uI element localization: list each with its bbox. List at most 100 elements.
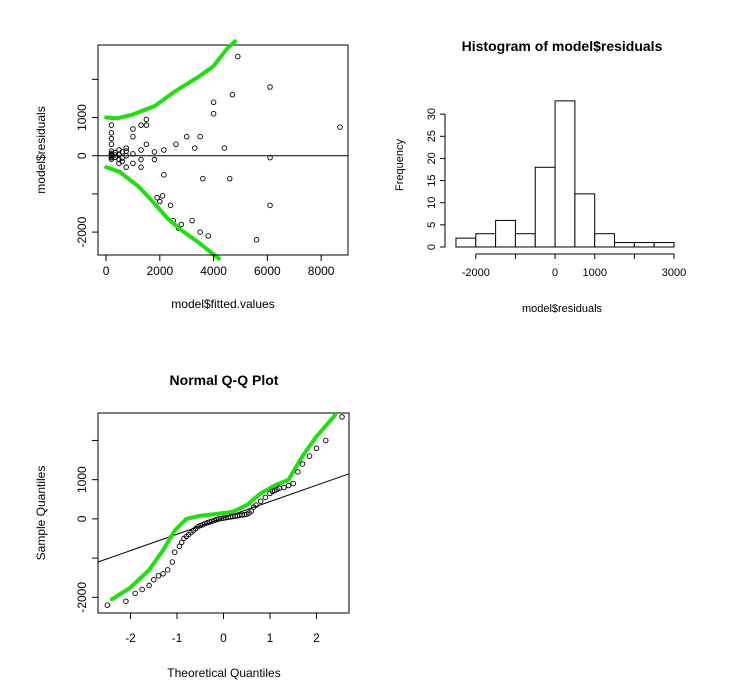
p1-point	[205, 233, 211, 239]
p3-x-axis: -2 -1 0 1 2	[125, 612, 320, 645]
p3-point	[160, 571, 166, 577]
p3-point	[306, 453, 313, 459]
p2-y-tick-label: 20	[426, 152, 438, 164]
p1-point	[112, 152, 119, 158]
p1-point	[183, 133, 190, 140]
p3-point	[281, 484, 287, 491]
p1-x-tick-label: 0	[103, 264, 110, 278]
p1-point	[138, 147, 144, 153]
p1-point	[112, 149, 119, 156]
p2-x-tick-label: 1000	[582, 267, 606, 279]
p1-points	[98, 39, 348, 261]
p3-point	[123, 598, 129, 604]
p3-point	[248, 508, 255, 514]
p3-point	[171, 549, 178, 555]
p3-point	[132, 590, 138, 597]
p1-point	[108, 141, 115, 148]
p2-x-axis: -2000 0 1000 3000	[462, 253, 686, 279]
p3-point	[204, 520, 210, 526]
p1-lower-smooth-line	[104, 165, 221, 261]
p1-point	[157, 198, 163, 205]
p3-y-axis: -2000 0 1000	[75, 439, 99, 613]
p1-point	[123, 148, 129, 154]
p3-point	[155, 572, 162, 579]
p3-point	[169, 559, 176, 565]
p1-point	[108, 122, 115, 128]
p3-point	[299, 461, 306, 467]
p2-y-tick-label: 15	[426, 174, 438, 186]
p2-x-label: model$residuals	[522, 303, 603, 315]
p1-point	[130, 133, 136, 140]
p1-point	[159, 193, 166, 199]
p2-x-tick-label: -2000	[462, 267, 490, 279]
p1-point	[253, 236, 260, 243]
p1-point	[119, 158, 125, 165]
p1-x-tick-label: 8000	[308, 264, 335, 278]
p1-point	[108, 154, 115, 161]
p3-point	[253, 502, 259, 508]
p2-x-tick-label: 3000	[662, 267, 686, 279]
p1-point	[108, 130, 115, 136]
p3-y-tick-label: 1000	[75, 466, 89, 493]
p3-point	[178, 539, 185, 546]
p3-x-tick-label: 0	[220, 631, 227, 645]
p3-point	[339, 414, 345, 420]
p1-point	[123, 164, 129, 170]
p1-point	[151, 156, 158, 163]
p3-y-tick-label: -2000	[75, 582, 89, 613]
p1-x-tick-label: 4000	[200, 264, 227, 278]
p3-x-tick-label: 1	[267, 631, 274, 645]
p2-bar	[633, 242, 655, 248]
residuals-vs-fitted-panel: 0 2000 4000 6000 8000 -2000 0 1000 model$fitte…	[34, 39, 349, 311]
p2-bar	[495, 219, 516, 248]
p3-point	[146, 582, 152, 589]
p1-point	[189, 217, 195, 224]
p3-x-tick-label: 2	[313, 631, 320, 645]
p1-point	[192, 145, 198, 151]
p3-point	[241, 511, 248, 518]
p1-point	[119, 155, 125, 161]
p1-y-axis: -2000 0 1000	[75, 78, 99, 247]
p1-y-label: model$residuals	[34, 106, 48, 193]
p1-point	[154, 194, 160, 201]
p1-point	[151, 149, 158, 155]
p2-bar	[614, 242, 635, 248]
p3-point	[257, 498, 264, 504]
p3-title: Normal Q-Q Plot	[170, 372, 279, 388]
p3-point	[176, 543, 183, 550]
normal-qq-panel: Normal Q-Q Plot -2 -1 0 1 2 -2000 0 1000 Theor…	[34, 372, 350, 680]
p1-point	[337, 124, 343, 130]
p3-points	[97, 413, 350, 608]
p1-point	[130, 126, 136, 132]
p3-point	[323, 437, 329, 444]
p1-x-axis: 0 2000 4000 6000 8000	[103, 254, 335, 278]
p1-upper-smooth-line	[104, 39, 238, 121]
p3-y-label: Sample Quantiles	[34, 466, 48, 561]
p3-point	[313, 445, 320, 452]
p2-bar	[475, 233, 497, 248]
p1-point	[235, 53, 241, 60]
p2-bar	[594, 233, 616, 248]
p1-point	[267, 84, 273, 90]
p3-point	[197, 522, 204, 529]
p1-point	[267, 202, 273, 209]
p1-point	[200, 175, 206, 182]
p1-y-tick-label: -2000	[75, 216, 89, 247]
p3-point	[290, 480, 296, 487]
p2-x-tick-label: 0	[552, 267, 558, 279]
p2-bar	[653, 242, 675, 248]
p3-point	[295, 469, 301, 475]
p1-point	[197, 133, 203, 140]
p3-x-label: Theoretical Quantiles	[167, 666, 280, 680]
p2-bar	[514, 233, 536, 248]
p3-x-tick-label: -2	[125, 631, 136, 645]
p1-point	[161, 147, 167, 153]
p2-y-tick-label: 25	[426, 130, 438, 142]
p1-point	[119, 149, 125, 155]
p3-x-tick-label: -1	[172, 631, 183, 645]
p3-point	[206, 519, 213, 525]
p1-point	[143, 122, 150, 128]
p1-point	[173, 141, 179, 148]
p1-point	[138, 156, 144, 163]
